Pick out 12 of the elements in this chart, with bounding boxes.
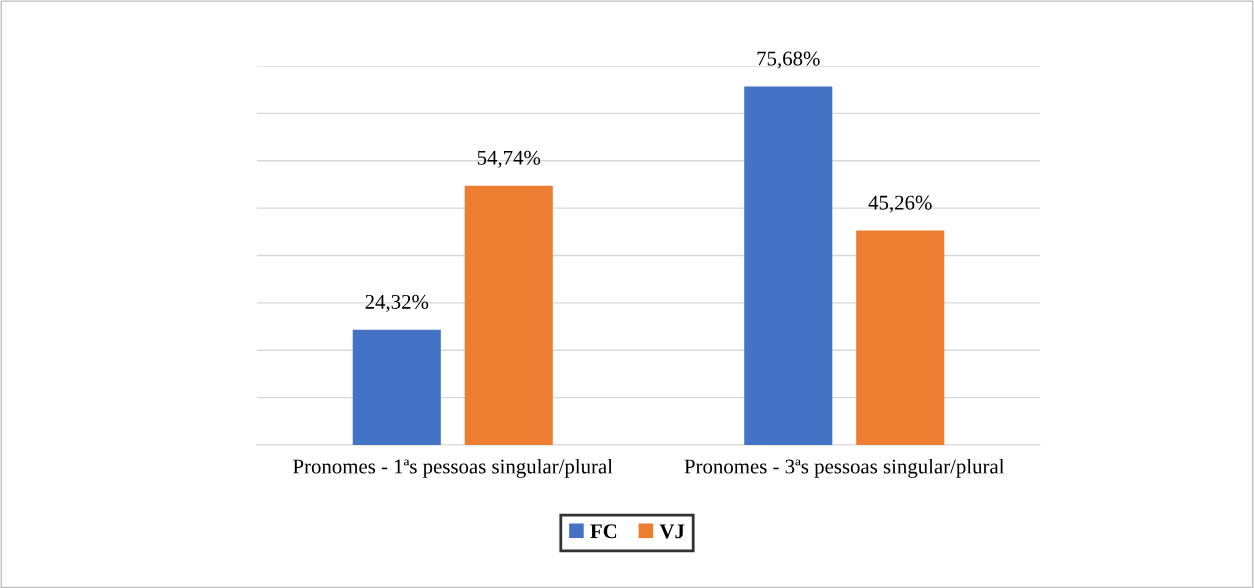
bar [744, 86, 833, 445]
bar [856, 230, 945, 445]
data-label: 75,68% [757, 51, 820, 69]
data-label: 45,26% [868, 195, 932, 213]
bar [464, 185, 553, 445]
x-tick-label: Pronomes - 3ªs pessoas singular/plural [684, 458, 1005, 478]
legend-label: VJ [659, 524, 685, 539]
bar [352, 329, 441, 445]
data-label: 24,32% [365, 294, 429, 312]
x-tick-label: Pronomes - 1ªs pessoas singular/plural [293, 458, 613, 478]
data-label: 54,74% [477, 150, 541, 168]
legend-label: FC [590, 524, 617, 539]
